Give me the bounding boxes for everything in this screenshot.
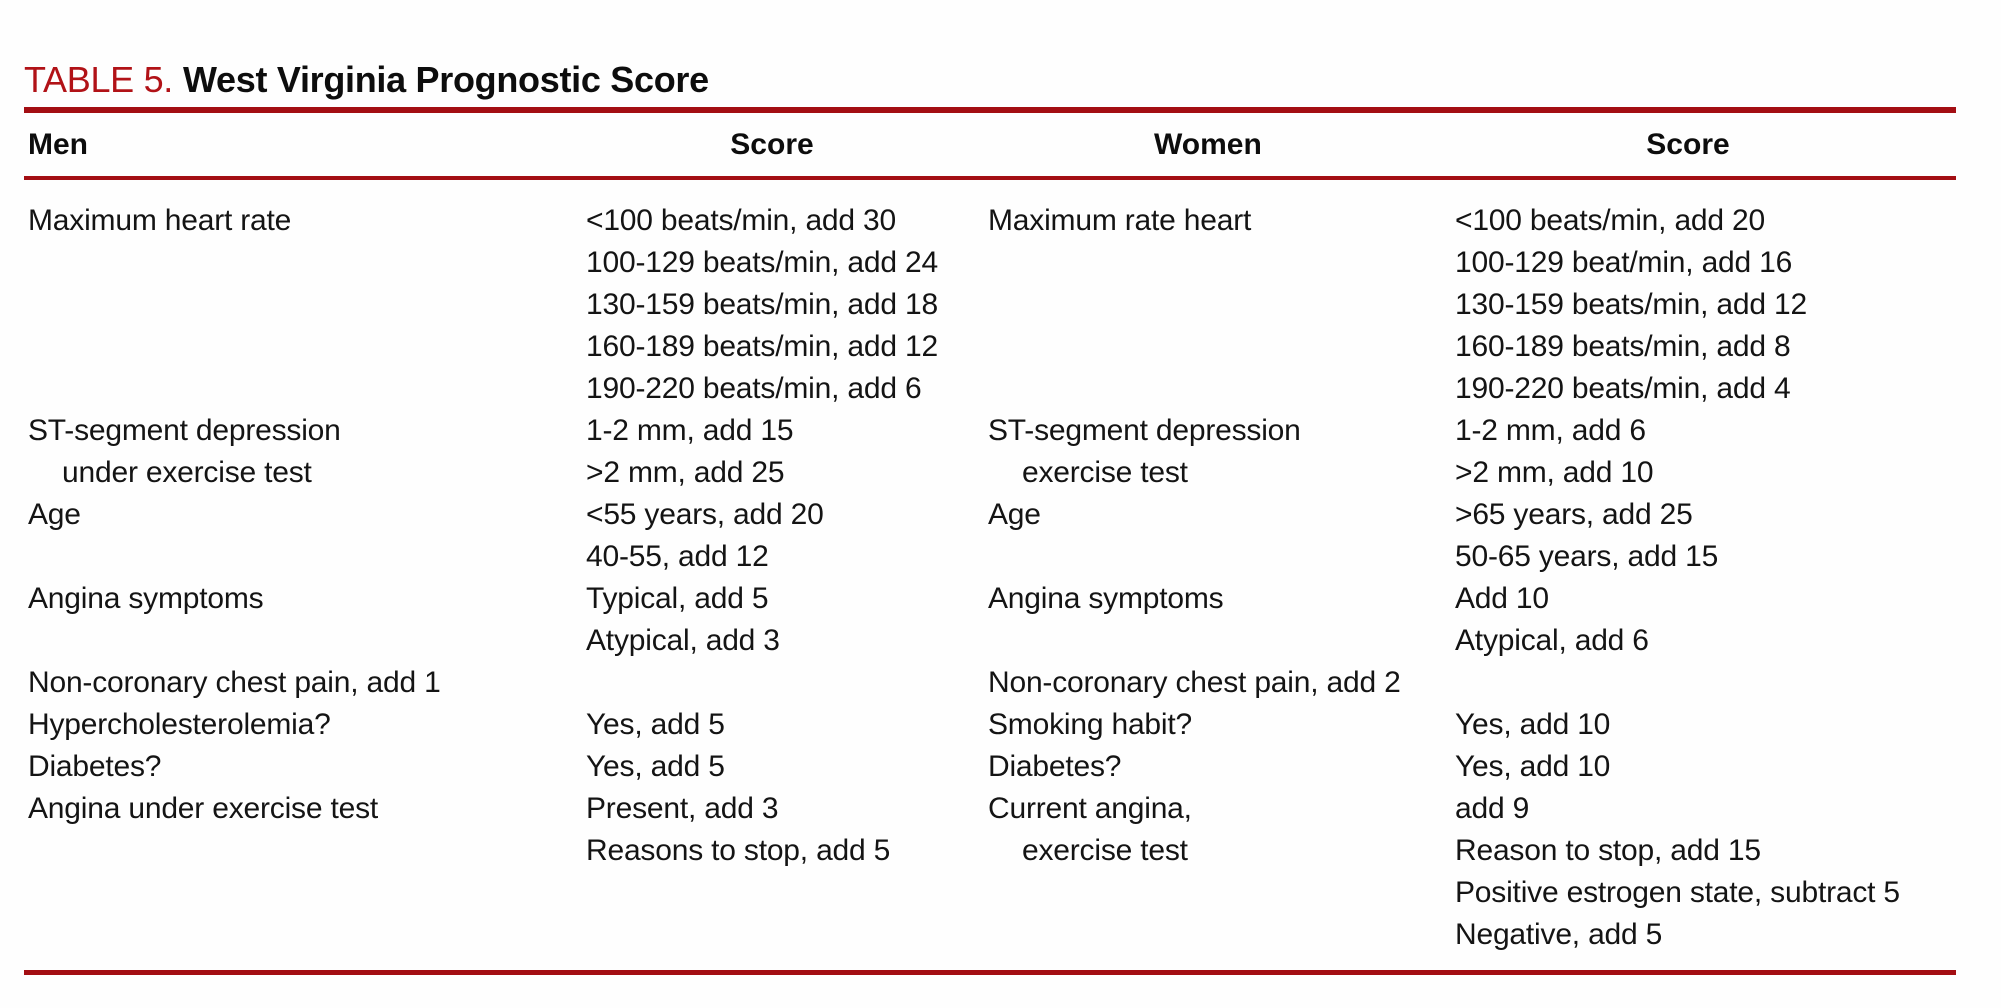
row-score: Atypical, add 6 — [1455, 624, 1649, 657]
row-score: 160-189 beats/min, add 8 — [1455, 330, 1791, 363]
row-score: 190-220 beats/min, add 4 — [1455, 372, 1791, 405]
row-label — [28, 242, 568, 284]
row-label: exercise test — [1022, 456, 1188, 489]
row-label: Diabetes? — [988, 750, 1122, 783]
column-header-men-score: Score — [730, 128, 814, 161]
row-score: 130-159 beats/min, add 12 — [1455, 288, 1807, 321]
row-score: 1-2 mm, add 6 — [1455, 414, 1646, 447]
row-label — [28, 620, 568, 662]
row-label: Maximum heart rate — [28, 204, 292, 237]
row-label: Angina under exercise test — [28, 792, 379, 825]
row-score: Positive estrogen state, subtract 5 — [1455, 876, 1900, 909]
row-score: Reasons to stop, add 5 — [586, 834, 891, 867]
row-label: Smoking habit? — [988, 708, 1192, 741]
row-label — [988, 326, 1448, 368]
row-label — [28, 326, 568, 368]
row-score: <100 beats/min, add 30 — [586, 204, 896, 237]
row-score: Yes, add 5 — [586, 750, 725, 783]
row-score: 190-220 beats/min, add 6 — [586, 372, 922, 405]
table-number: TABLE 5. — [24, 59, 174, 100]
row-score: Reason to stop, add 15 — [1455, 834, 1761, 867]
row-score: 100-129 beats/min, add 24 — [586, 246, 938, 279]
men-score-column: <100 beats/min, add 30 100-129 beats/min… — [586, 200, 986, 956]
row-label — [28, 284, 568, 326]
row-score: <100 beats/min, add 20 — [1455, 204, 1765, 237]
row-label — [28, 830, 568, 872]
row-label — [28, 872, 568, 914]
header-rule — [24, 176, 1956, 180]
table-title-text: West Virginia Prognostic Score — [183, 59, 709, 100]
bottom-rule — [24, 970, 1956, 975]
row-label: Maximum rate heart — [988, 204, 1252, 237]
row-label — [988, 536, 1448, 578]
women-label-column: Maximum rate heart ST-segment depression… — [988, 200, 1448, 956]
table-title: TABLE 5. West Virginia Prognostic Score — [24, 58, 709, 102]
row-label: under exercise test — [62, 456, 312, 489]
row-score: Atypical, add 3 — [586, 624, 780, 657]
row-label — [988, 242, 1448, 284]
row-score: 160-189 beats/min, add 12 — [586, 330, 938, 363]
row-label: Current angina, — [988, 792, 1192, 825]
column-header-women: Women — [1154, 128, 1262, 161]
row-label: Non-coronary chest pain, add 1 — [28, 666, 441, 699]
row-score — [1455, 662, 1995, 704]
row-score: Yes, add 5 — [586, 708, 725, 741]
column-header-men: Men — [28, 128, 88, 161]
row-score: 130-159 beats/min, add 18 — [586, 288, 938, 321]
row-score — [586, 872, 986, 914]
row-score: >2 mm, add 25 — [586, 456, 785, 489]
row-label: Age — [988, 498, 1041, 531]
row-score: Typical, add 5 — [586, 582, 769, 615]
row-label — [988, 368, 1448, 410]
row-label: Age — [28, 498, 81, 531]
row-score — [586, 914, 986, 956]
row-label — [28, 536, 568, 578]
row-label: Diabetes? — [28, 750, 162, 783]
column-header-women-score: Score — [1646, 128, 1730, 161]
row-score: Present, add 3 — [586, 792, 779, 825]
row-score: Add 10 — [1455, 582, 1549, 615]
row-score: >2 mm, add 10 — [1455, 456, 1654, 489]
row-label — [28, 914, 568, 956]
row-label: Angina symptoms — [988, 582, 1224, 615]
row-label — [988, 914, 1448, 956]
women-score-column: <100 beats/min, add 20 100-129 beat/min,… — [1455, 200, 1995, 956]
row-label: Non-coronary chest pain, add 2 — [988, 666, 1401, 699]
row-label: ST-segment depression — [28, 414, 341, 447]
row-label — [988, 620, 1448, 662]
row-score: 1-2 mm, add 15 — [586, 414, 794, 447]
row-score: >65 years, add 25 — [1455, 498, 1693, 531]
row-label: Hypercholesterolemia? — [28, 708, 331, 741]
row-label — [28, 368, 568, 410]
row-score: Negative, add 5 — [1455, 918, 1663, 951]
row-label: exercise test — [1022, 834, 1188, 867]
row-label: ST-segment depression — [988, 414, 1301, 447]
men-label-column: Maximum heart rate ST-segment depression… — [28, 200, 568, 956]
row-score: Yes, add 10 — [1455, 750, 1611, 783]
row-score: Yes, add 10 — [1455, 708, 1611, 741]
row-score — [586, 662, 986, 704]
row-label — [988, 872, 1448, 914]
row-label — [988, 284, 1448, 326]
top-rule — [24, 107, 1956, 113]
row-score: 40-55, add 12 — [586, 540, 769, 573]
row-score: 50-65 years, add 15 — [1455, 540, 1719, 573]
row-label: Angina symptoms — [28, 582, 264, 615]
row-score: <55 years, add 20 — [586, 498, 824, 531]
row-score: 100-129 beat/min, add 16 — [1455, 246, 1793, 279]
row-score: add 9 — [1455, 792, 1530, 825]
